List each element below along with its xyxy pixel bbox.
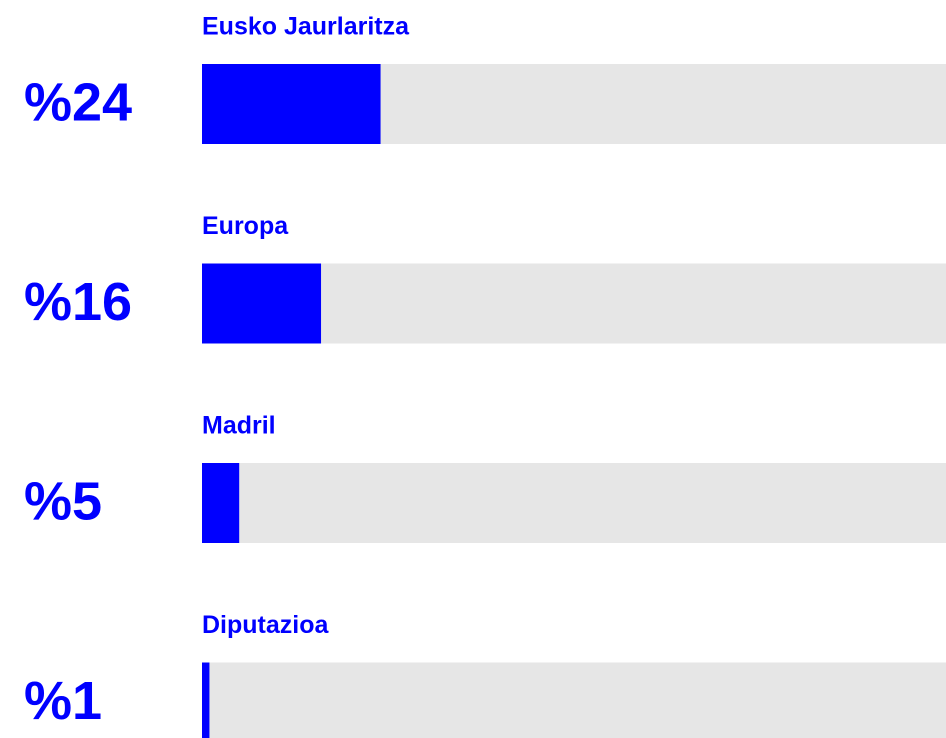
bar [202, 463, 240, 543]
value-label: %1 [24, 671, 102, 731]
value-label: %16 [24, 272, 132, 332]
bar-track [202, 463, 946, 543]
value-label: %24 [24, 72, 132, 132]
category-label: Europa [202, 212, 289, 240]
bar-track [202, 263, 946, 344]
bar [202, 662, 210, 738]
category-label: Diputazioa [202, 611, 329, 639]
bar-track [202, 662, 946, 738]
category-label: Madril [202, 412, 276, 440]
value-label: %5 [24, 471, 102, 531]
bar [202, 263, 322, 344]
category-label: Eusko Jaurlaritza [202, 13, 410, 41]
bar [202, 64, 381, 144]
